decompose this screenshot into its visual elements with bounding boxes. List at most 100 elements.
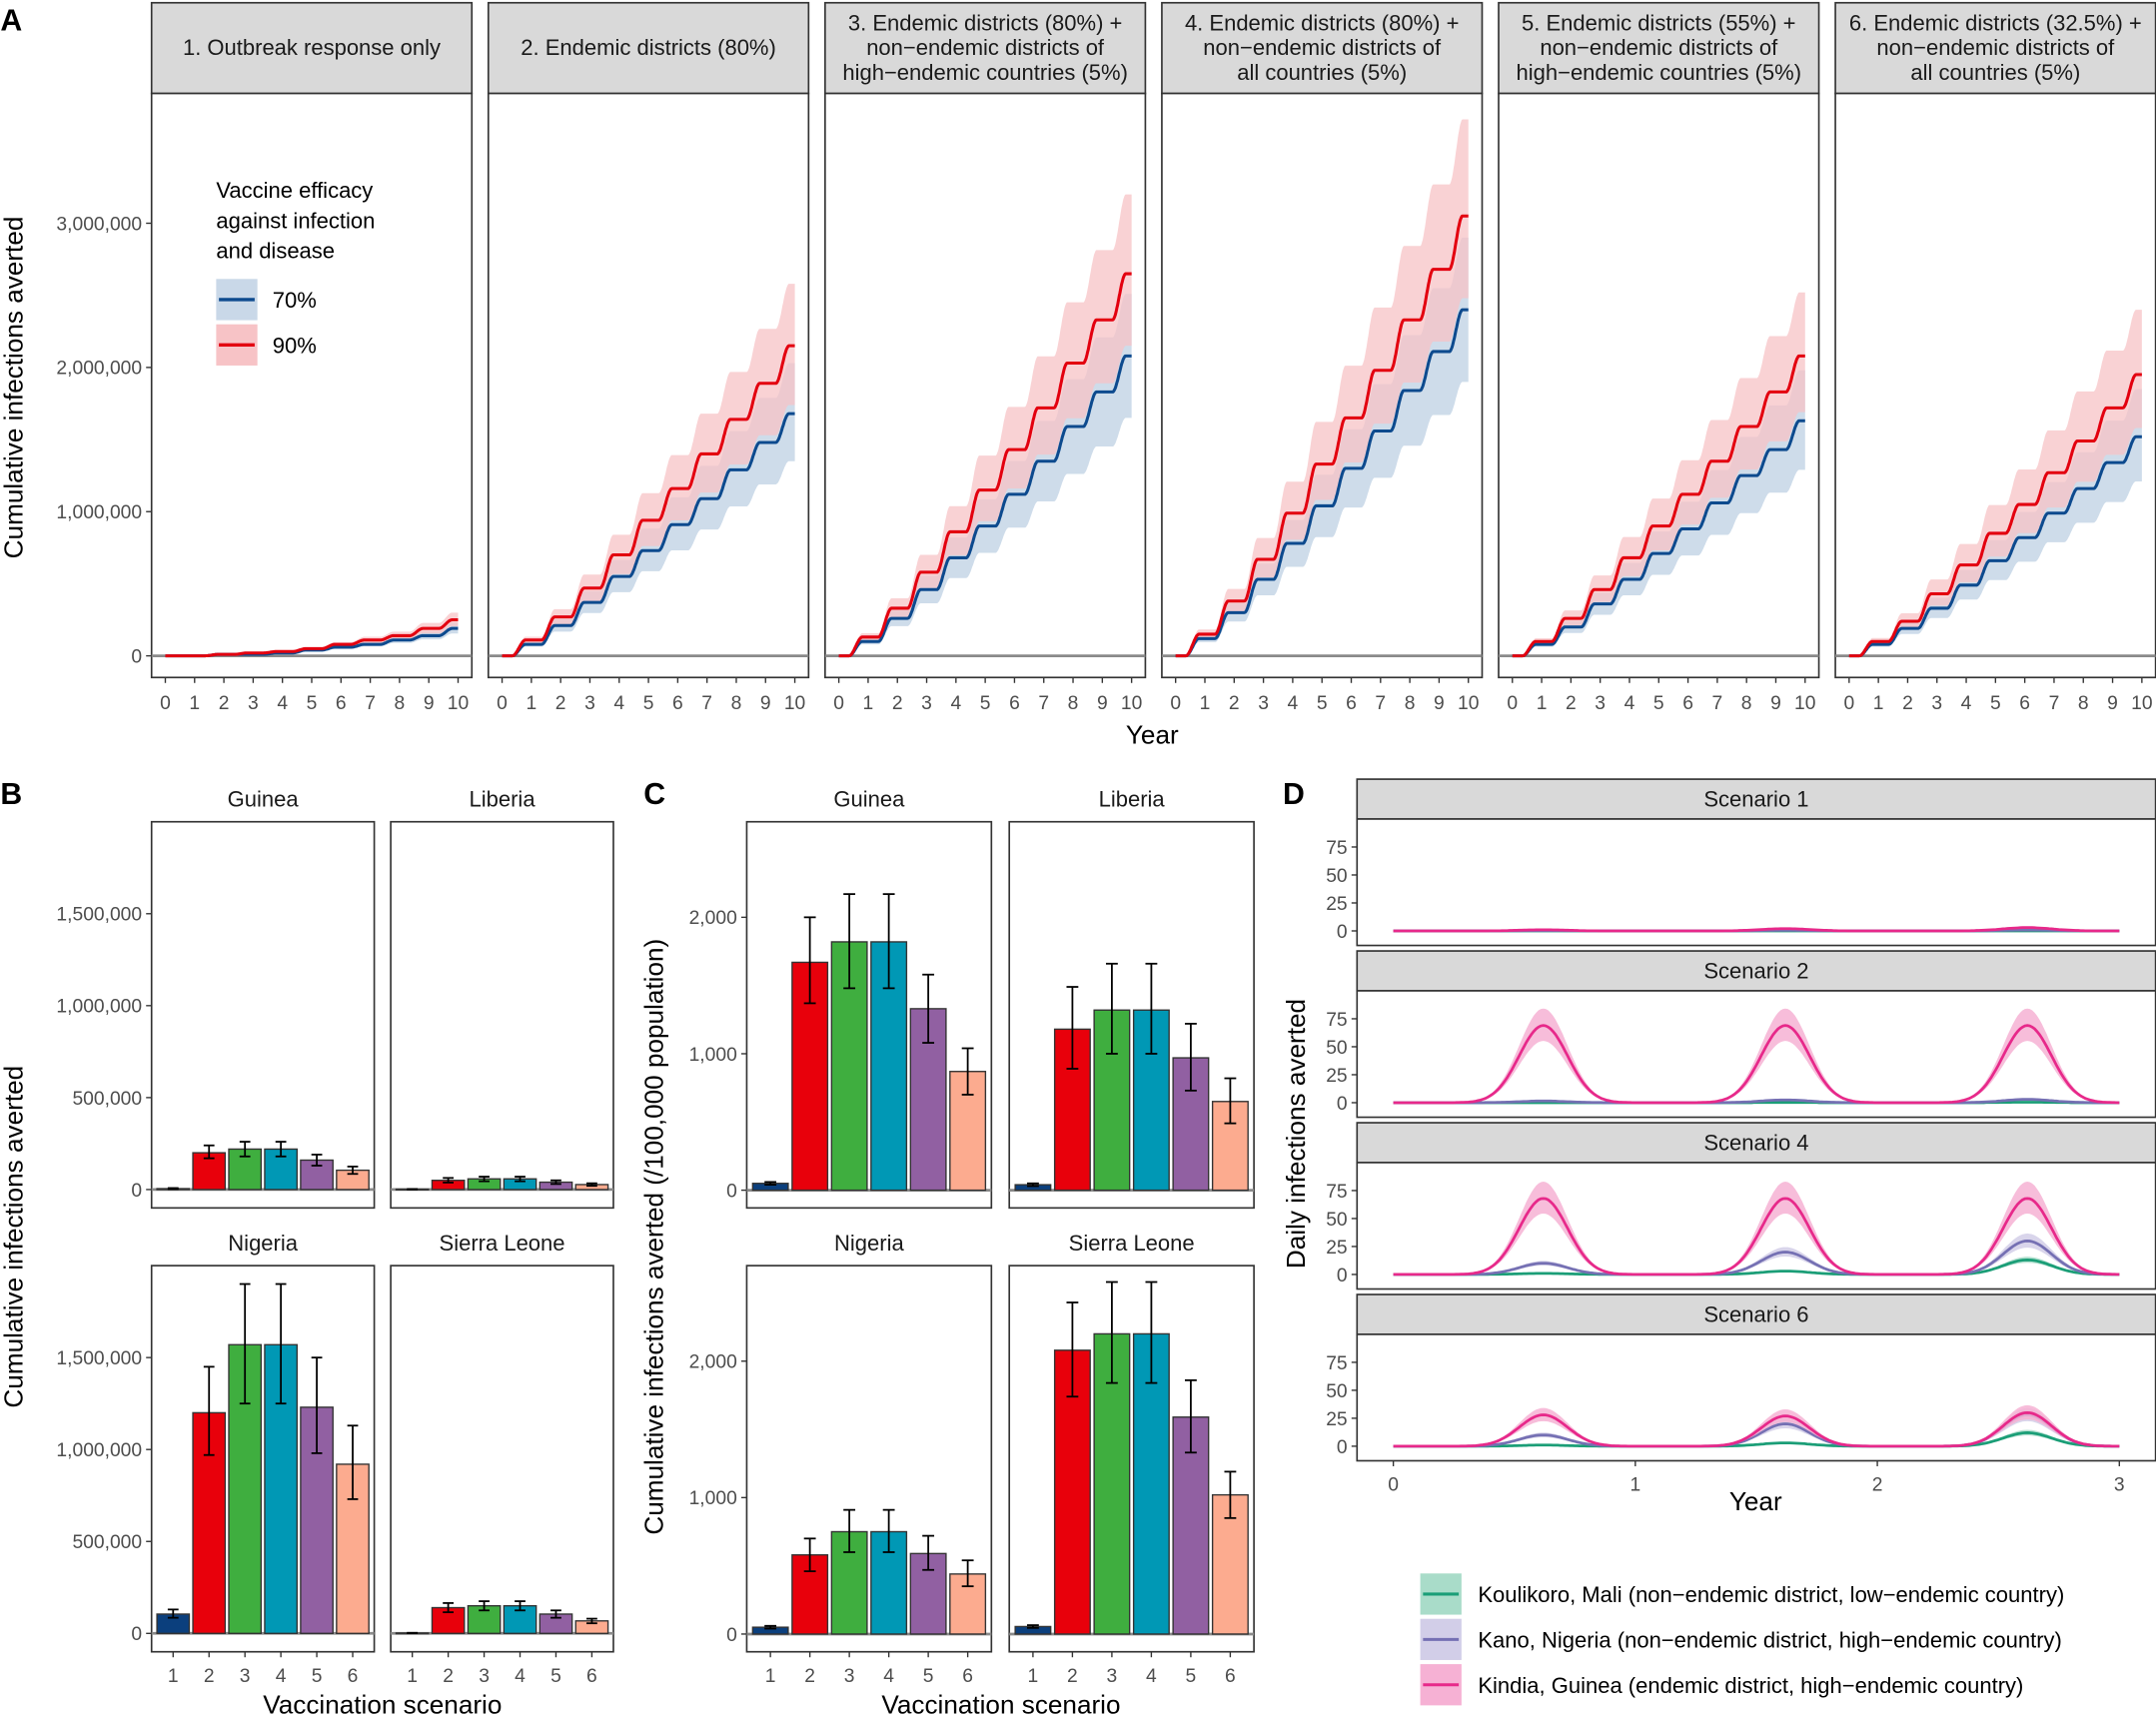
x-tick-label: 6 — [1346, 693, 1357, 714]
x-tick-label: 1 — [1537, 693, 1548, 714]
bar-facet: Nigeria 1 2 3 4 5 6 0 1,000 2,000 — [689, 1231, 993, 1687]
x-tick-label: 1 — [1028, 1666, 1039, 1687]
error-bar — [1145, 1281, 1158, 1384]
x-tick-label: 6 — [2019, 693, 2030, 714]
error-bar — [1145, 962, 1158, 1055]
y-tick-label: 75 — [1326, 1010, 1347, 1031]
x-tick-label: 1 — [1629, 1475, 1640, 1496]
facet-title: 1. Outbreak response only — [183, 35, 441, 60]
series-line-kano — [1393, 1239, 2120, 1277]
facet-title: Guinea — [228, 787, 300, 812]
error-bar — [239, 1283, 251, 1405]
facet-title: 3. Endemic districts (80%) + — [848, 10, 1122, 35]
facet-title: Liberia — [1099, 787, 1166, 812]
facet-strip — [1356, 1293, 2156, 1335]
facet-title: Nigeria — [228, 1231, 298, 1256]
error-bar — [1026, 1182, 1039, 1188]
x-tick-label: 8 — [1068, 693, 1079, 714]
x-tick-label: 4 — [277, 693, 288, 714]
plot-panel — [390, 820, 614, 1210]
y-tick-label: 75 — [1326, 1353, 1347, 1374]
x-tick-label: 2 — [804, 1666, 815, 1687]
series-line-kano — [1393, 1098, 2120, 1105]
facet-title: high−endemic countries (5%) — [1517, 60, 1802, 85]
bar-facet: Liberia — [1008, 787, 1255, 1210]
plot-panel — [150, 820, 376, 1210]
x-tick-label: 6 — [1225, 1666, 1236, 1687]
facet-strip — [487, 1, 810, 95]
x-tick-label: 3 — [921, 693, 932, 714]
error-bar — [167, 1187, 179, 1191]
error-bar — [1105, 962, 1118, 1055]
legend-title: against infection — [216, 208, 375, 233]
error-bar — [203, 1365, 215, 1456]
legend-label: Kano, Nigeria (non−endemic district, hig… — [1478, 1628, 2062, 1653]
error-bar — [550, 1609, 561, 1619]
x-tick-label: 5 — [550, 1666, 561, 1687]
x-tick-label: 9 — [1097, 693, 1108, 714]
plot-panel — [1356, 1333, 2156, 1462]
x-tick-label: 0 — [1388, 1475, 1399, 1496]
error-bar — [275, 1283, 287, 1405]
y-tick-label: 1,000 — [689, 1045, 737, 1066]
series-line-kindia — [1393, 1197, 2120, 1277]
x-tick-label: 3 — [844, 1666, 855, 1687]
panel-letter: C — [643, 778, 665, 811]
x-tick-label: 6 — [1009, 693, 1020, 714]
facet-strip — [824, 1, 1147, 95]
facet-strip — [1356, 778, 2156, 820]
facet-title: Scenario 4 — [1703, 1131, 1808, 1156]
panel-a-facet: 5. Endemic districts (55%) +non−endemic … — [1498, 1, 1820, 714]
error-bar — [311, 1154, 323, 1167]
error-bar — [443, 1177, 455, 1184]
series-line-koulikoro — [1393, 1431, 2120, 1448]
error-bar — [347, 1424, 359, 1500]
y-tick-label: 500,000 — [72, 1532, 142, 1553]
panel-a-facet: 2. Endemic districts (80%) 0 1 2 3 4 5 6 7 8 9 10 — [487, 1, 810, 714]
y-tick-label: 75 — [1326, 1182, 1347, 1203]
error-bar — [586, 1182, 597, 1188]
x-tick-label: 3 — [1595, 693, 1606, 714]
x-tick-label: 9 — [1770, 693, 1781, 714]
daily-facet: Scenario 2 0 25 50 75 — [1326, 950, 2156, 1119]
x-tick-label: 3 — [1931, 693, 1942, 714]
y-tick-label: 2,000 — [689, 908, 737, 929]
x-tick-label: 2 — [443, 1666, 454, 1687]
x-tick-label: 5 — [1653, 693, 1664, 714]
x-tick-label: 9 — [2107, 693, 2118, 714]
facet-title: all countries (5%) — [1910, 60, 2080, 85]
x-tick-label: 7 — [365, 693, 376, 714]
series-line-90% — [1512, 354, 1805, 658]
x-tick-label: 7 — [1038, 693, 1049, 714]
facet-title: Nigeria — [834, 1231, 904, 1256]
x-tick-label: 2 — [219, 693, 230, 714]
y-tick-label: 50 — [1326, 1381, 1347, 1402]
x-tick-label: 3 — [479, 1666, 490, 1687]
bar-facet: Sierra Leone 1 2 3 4 5 6 — [1008, 1231, 1255, 1687]
y-tick-label: 2,000,000 — [56, 359, 142, 380]
facet-title: non−endemic districts of — [866, 35, 1105, 60]
y-tick-label: 1,000,000 — [56, 502, 142, 523]
y-tick-label: 50 — [1326, 866, 1347, 887]
x-tick-label: 5 — [923, 1666, 934, 1687]
y-tick-label: 50 — [1326, 1210, 1347, 1231]
x-tick-label: 4 — [1624, 693, 1635, 714]
y-tick-label: 0 — [1337, 922, 1348, 943]
error-bar — [443, 1602, 455, 1614]
y-tick-label: 25 — [1326, 1066, 1347, 1087]
error-bar — [515, 1176, 526, 1183]
panel-a-facet: 6. Endemic districts (32.5%) +non−endemi… — [1834, 1, 2156, 714]
bar-facet: Sierra Leone 1 2 3 4 5 6 — [390, 1231, 614, 1687]
error-bar — [843, 1508, 856, 1553]
x-tick-label: 6 — [348, 1666, 359, 1687]
x-tick-label: 1 — [189, 693, 200, 714]
series-line-90% — [502, 344, 795, 658]
error-bar — [550, 1179, 561, 1186]
error-bar — [1184, 1378, 1197, 1454]
y-axis-title: Cumulative infections averted (/100,000 … — [639, 939, 669, 1535]
legend-label: Koulikoro, Mali (non−endemic district, l… — [1478, 1582, 2064, 1607]
x-tick-label: 3 — [248, 693, 259, 714]
error-bar — [479, 1600, 490, 1612]
bar-facet: Guinea 0 500,000 1,000,000 1,500,000 — [56, 787, 376, 1210]
